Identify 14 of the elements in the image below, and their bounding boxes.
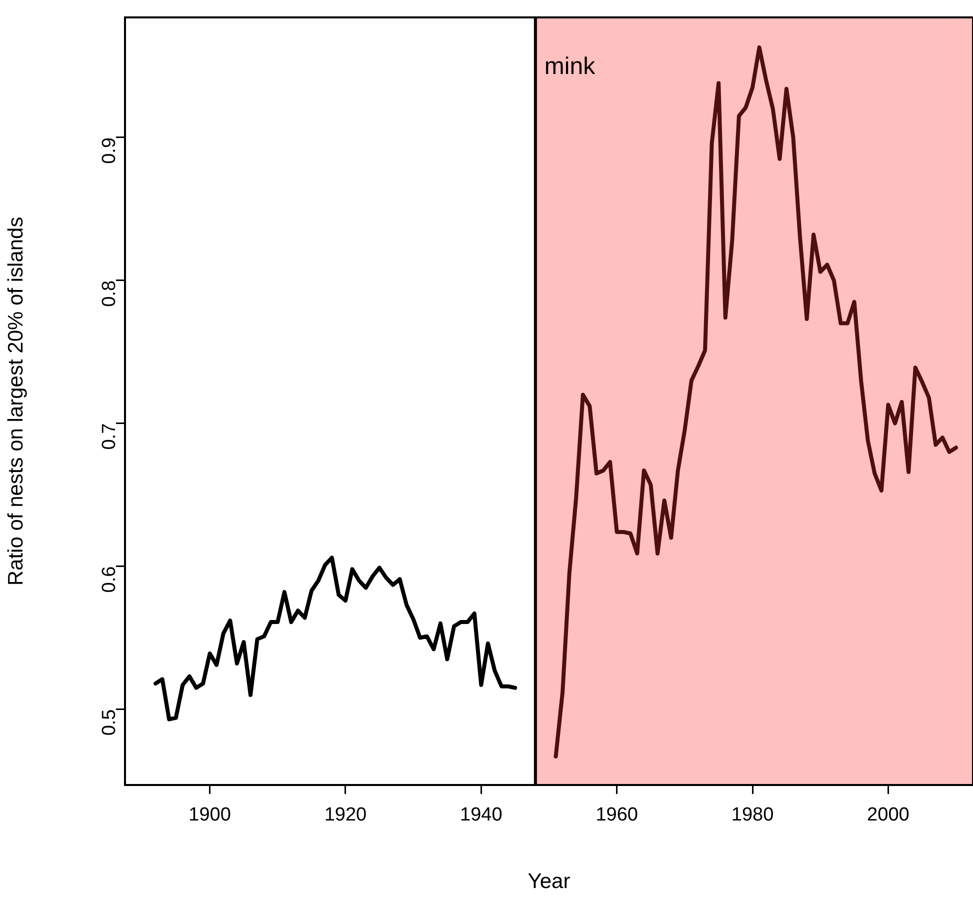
x-tick-label: 1960 [596,804,638,826]
x-axis-title: Year [528,870,570,894]
y-tick-label: 0.8 [99,280,120,307]
x-tick-label: 1900 [188,804,231,826]
x-tick-label: 1940 [460,804,502,826]
band-label: mink [544,53,596,80]
y-tick-label: 0.7 [99,423,120,450]
y-tick-label: 0.6 [99,566,120,593]
y-tick-label: 0.5 [99,709,120,736]
x-tick-label: 2000 [867,804,910,826]
y-tick-label: 0.9 [99,137,120,164]
x-tick-label: 1920 [324,804,367,826]
y-axis-title: Ratio of nests on largest 20% of islands [4,216,28,586]
x-tick-label: 1980 [731,804,774,826]
